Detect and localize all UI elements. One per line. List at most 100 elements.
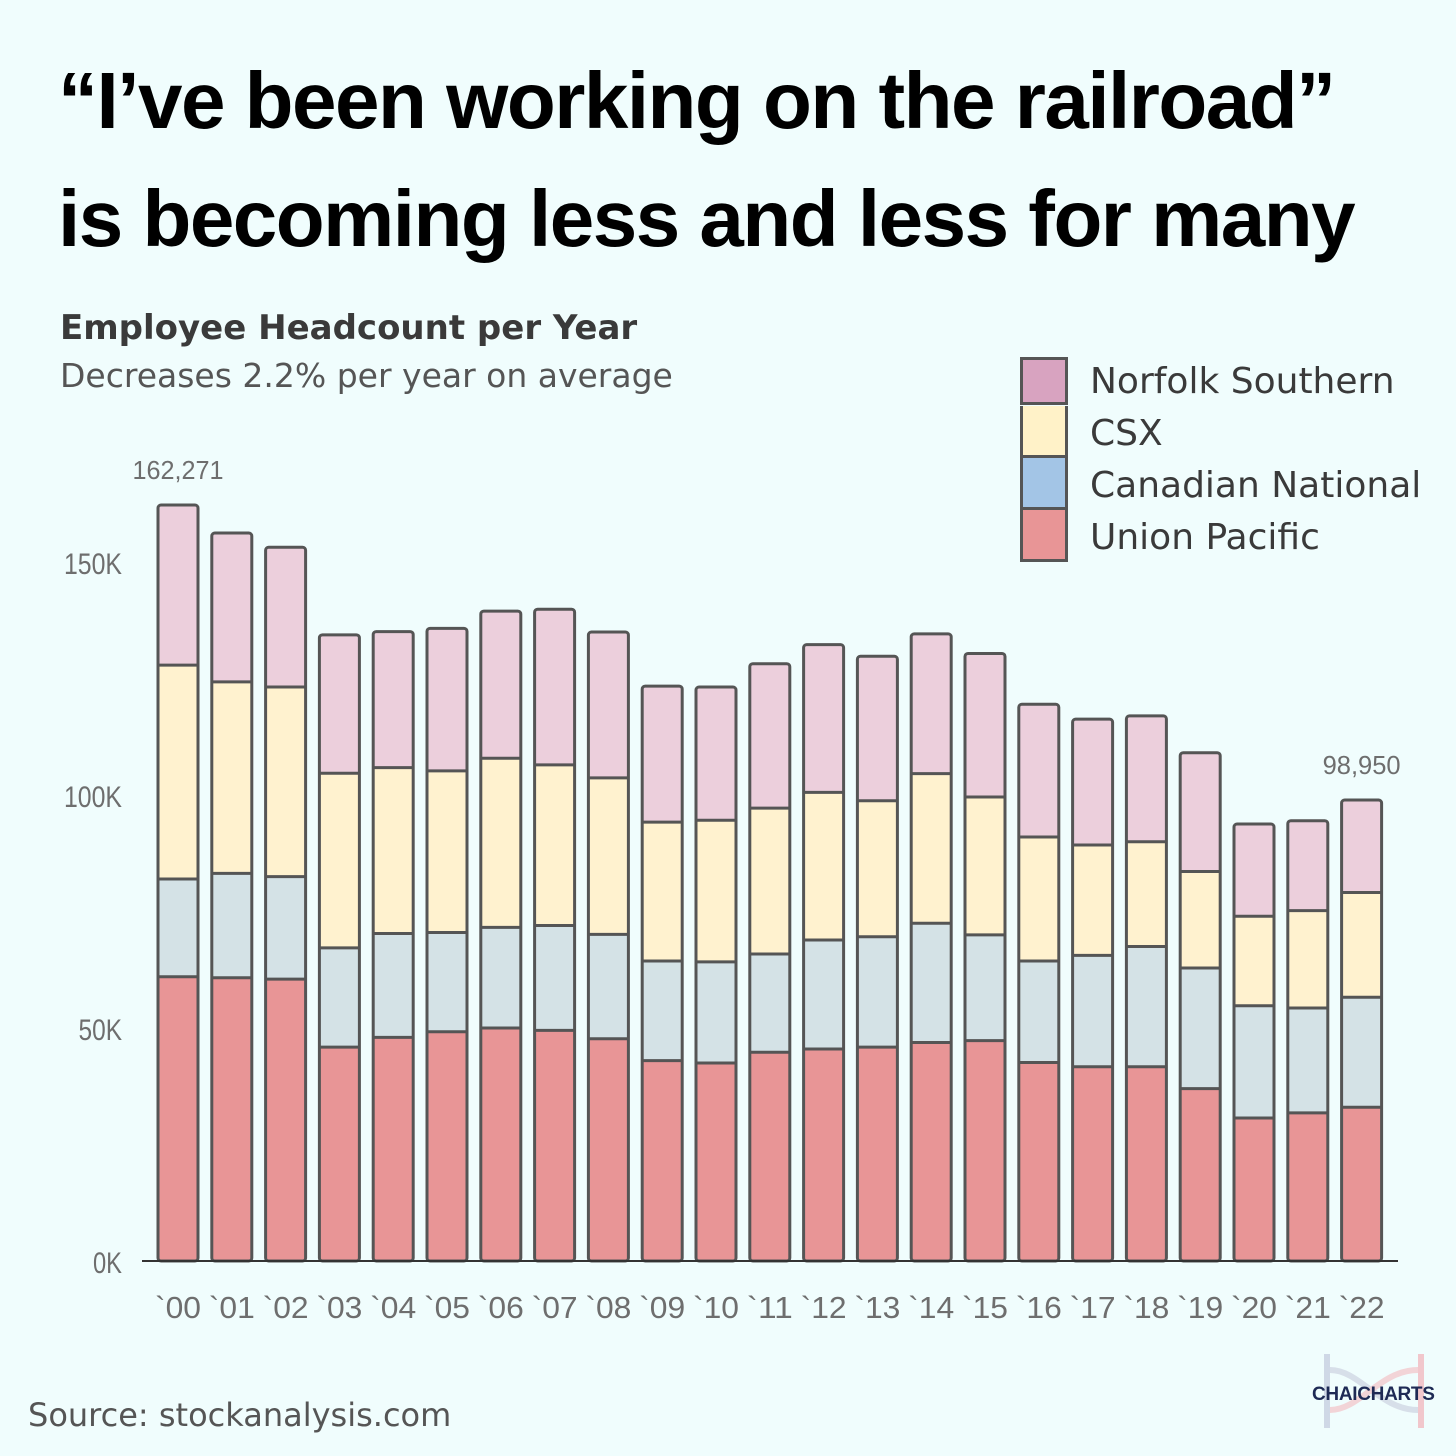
bar-segment-norfolk-southern-6	[480, 611, 521, 759]
x-tick-label-19: `19	[1177, 1290, 1223, 1325]
headline-line-1: “I’ve been working on the railroad”	[58, 56, 1336, 145]
bar-segment-canadian-national-20	[1234, 1005, 1274, 1118]
bar-segment-union-pacific-13	[857, 1047, 898, 1261]
bar-segment-norfolk-southern-16	[1018, 704, 1059, 838]
bar-segment-union-pacific-4	[373, 1037, 414, 1261]
bar-segment-union-pacific-14	[911, 1042, 952, 1261]
bar-segment-union-pacific-21	[1287, 1112, 1328, 1261]
bar-segment-csx-0	[158, 665, 198, 879]
bar-segment-csx-19	[1180, 871, 1221, 968]
bar-segment-norfolk-southern-18	[1126, 715, 1167, 842]
total-label-22: 98,950	[1323, 750, 1401, 780]
x-tick-label-11: `11	[747, 1290, 793, 1325]
bar-segment-csx-8	[588, 777, 629, 935]
bar-segment-norfolk-southern-22	[1341, 800, 1382, 893]
bar-segment-union-pacific-17	[1072, 1066, 1113, 1261]
bar-segment-norfolk-southern-21	[1287, 820, 1328, 911]
bar-segment-norfolk-southern-15	[965, 653, 1005, 797]
legend-item-canadian-national: Canadian National	[1020, 457, 1422, 511]
bar-segment-canadian-national-9	[642, 960, 683, 1061]
bar-segment-canadian-national-17	[1072, 955, 1113, 1067]
bar-segment-canadian-national-11	[749, 953, 790, 1053]
bar-segment-canadian-national-22	[1341, 997, 1382, 1108]
bar-segment-canadian-national-18	[1126, 946, 1167, 1067]
legend-swatch-canadian-national	[1020, 457, 1068, 510]
bar-segment-union-pacific-15	[965, 1040, 1005, 1261]
chart-title: Employee Headcount per Year	[60, 308, 638, 348]
bar-segment-union-pacific-22	[1341, 1107, 1382, 1261]
bar-segment-norfolk-southern-1	[211, 533, 252, 682]
x-tick-label-14: `14	[908, 1290, 954, 1325]
bar-segment-canadian-national-16	[1018, 960, 1059, 1063]
bar-segment-union-pacific-7	[534, 1030, 575, 1261]
bar-segment-norfolk-southern-13	[857, 656, 898, 801]
brand-label: CHAICHARTS	[1312, 1384, 1435, 1405]
x-tick-label-13: `13	[854, 1290, 900, 1325]
bar-segment-norfolk-southern-2	[265, 547, 306, 688]
x-tick-label-7: `07	[532, 1290, 578, 1325]
bar-segment-csx-1	[211, 681, 252, 874]
bar-segment-csx-5	[427, 770, 467, 933]
chaicharts-logo-icon	[1324, 1354, 1424, 1428]
bar-segment-csx-17	[1072, 844, 1113, 956]
headline: “I’ve been working on the railroad” is b…	[58, 42, 1428, 278]
bar-segment-csx-12	[803, 792, 844, 941]
bar-segment-norfolk-southern-12	[803, 644, 844, 793]
source-note: Source: stockanalysis.com	[28, 1396, 452, 1434]
bar-segment-union-pacific-1	[211, 977, 252, 1261]
bar-segment-csx-3	[319, 773, 360, 948]
bar-segment-union-pacific-16	[1018, 1062, 1059, 1261]
total-label-00: 162,271	[133, 455, 224, 485]
legend-item-csx: CSX	[1020, 405, 1421, 459]
x-tick-label-10: `10	[693, 1290, 739, 1325]
bar-segment-csx-11	[749, 808, 790, 954]
bar-segment-csx-4	[373, 767, 414, 934]
bar-segment-norfolk-southern-9	[642, 686, 683, 823]
x-tick-label-5: `05	[424, 1290, 470, 1325]
legend-label-canadian-national: Canadian National	[1090, 464, 1422, 506]
bar-segment-union-pacific-11	[749, 1052, 790, 1261]
headline-line-2: is becoming less and less for many	[58, 174, 1356, 263]
bar-segment-norfolk-southern-17	[1072, 719, 1113, 845]
bar-segment-csx-15	[965, 796, 1005, 935]
bar-segment-union-pacific-6	[480, 1028, 521, 1261]
legend-item-union-pacific: Union Pacific	[1020, 509, 1421, 563]
bar-segment-csx-2	[265, 687, 306, 877]
bar-segment-norfolk-southern-5	[427, 628, 467, 771]
bar-segment-union-pacific-20	[1234, 1117, 1274, 1261]
bar-segment-canadian-national-6	[480, 927, 521, 1029]
y-tick-label-50k: 50K	[79, 1014, 123, 1047]
bar-segment-union-pacific-10	[696, 1062, 736, 1261]
legend-swatch-norfolk-southern	[1020, 357, 1068, 405]
x-tick-label-3: `03	[316, 1290, 362, 1325]
bar-segment-norfolk-southern-19	[1180, 752, 1221, 872]
bar-segment-canadian-national-7	[534, 925, 575, 1031]
bar-segment-canadian-national-14	[911, 923, 952, 1043]
x-tick-label-6: `06	[478, 1290, 524, 1325]
x-tick-label-9: `09	[639, 1290, 685, 1325]
legend-label-csx: CSX	[1090, 412, 1163, 454]
bar-segment-canadian-national-4	[373, 933, 414, 1038]
bar-segment-csx-21	[1287, 910, 1328, 1009]
bar-segment-canadian-national-0	[158, 878, 198, 977]
bar-segment-union-pacific-2	[265, 979, 306, 1261]
bar-segment-canadian-national-12	[803, 940, 844, 1050]
x-tick-label-4: `04	[370, 1290, 416, 1325]
bar-segment-union-pacific-5	[427, 1031, 467, 1261]
x-tick-label-21: `21	[1285, 1290, 1331, 1325]
legend-label-union-pacific: Union Pacific	[1090, 516, 1320, 558]
bar-segment-csx-10	[696, 820, 736, 962]
bar-segment-canadian-national-8	[588, 934, 629, 1039]
x-tick-label-22: `22	[1339, 1290, 1385, 1325]
bar-segment-norfolk-southern-3	[319, 634, 360, 774]
bar-segment-csx-22	[1341, 892, 1382, 998]
legend-label-norfolk-southern: Norfolk Southern	[1090, 360, 1395, 402]
bar-segment-union-pacific-12	[803, 1049, 844, 1261]
bar-segment-csx-9	[642, 822, 683, 961]
chart-legend: Norfolk Southern CSX Canadian National U…	[1020, 355, 1421, 563]
bar-segment-norfolk-southern-20	[1234, 823, 1274, 917]
x-tick-label-16: `16	[1016, 1290, 1062, 1325]
bar-segment-union-pacific-3	[319, 1047, 360, 1261]
bar-segment-canadian-national-2	[265, 876, 306, 980]
x-tick-label-2: `02	[263, 1290, 309, 1325]
